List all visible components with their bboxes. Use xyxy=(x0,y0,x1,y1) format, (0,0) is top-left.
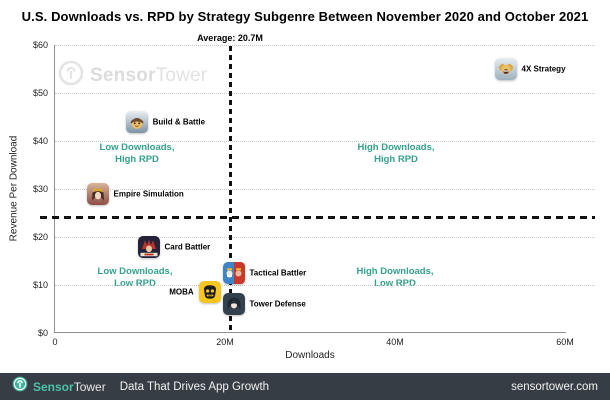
quadrant-label-high-downloads-low-rpd: High Downloads, Low RPD xyxy=(356,266,434,289)
point-label-4x-strategy: 4X Strategy xyxy=(521,64,566,74)
x-tick-label-40m: 40M xyxy=(386,337,404,347)
quadrant-label-high-downloads-high-rpd: High Downloads, High RPD xyxy=(357,142,435,165)
y-tick-label-40: $40 xyxy=(32,136,48,146)
data-point-moba: MOBA xyxy=(169,281,221,304)
x-axis-title: Downloads xyxy=(285,350,335,361)
average-downloads-label: Average: 20.7M xyxy=(197,33,263,43)
data-point-tower-defense: Tower Defense xyxy=(222,293,306,316)
chart-title: U.S. Downloads vs. RPD by Strategy Subge… xyxy=(21,9,589,24)
point-label-build-battle: Build & Battle xyxy=(152,117,206,127)
data-point-card-battler: Card Battler xyxy=(137,235,210,258)
gridline-y-20 xyxy=(55,237,595,238)
x-tick-label-60m: 60M xyxy=(556,337,574,347)
point-label-tower-defense: Tower Defense xyxy=(249,299,306,309)
sensortower-watermark: SensorTower xyxy=(58,60,207,91)
sensortower-logo-icon xyxy=(58,60,84,91)
empire-simulation-app-icon xyxy=(86,182,109,205)
point-label-card-battler: Card Battler xyxy=(164,242,211,252)
footer-brand-text: SensorTower xyxy=(33,379,106,394)
card-battler-app-icon xyxy=(137,235,160,258)
footer-tagline: Data That Drives App Growth xyxy=(119,380,270,393)
x-tick-label-20m: 20M xyxy=(216,337,234,347)
moba-app-icon xyxy=(198,281,221,304)
point-label-moba: MOBA xyxy=(169,287,194,297)
y-tick-label-0: $0 xyxy=(37,328,48,338)
gridline-y-10 xyxy=(55,285,595,286)
data-point-build-battle: Build & Battle xyxy=(125,110,205,133)
y-tick-label-50: $50 xyxy=(32,88,48,98)
tower-defense-app-icon xyxy=(222,293,245,316)
y-tick-label-60: $60 xyxy=(32,40,48,50)
footer-website: sensortower.com xyxy=(511,380,598,393)
x-tick-label-0: 0 xyxy=(52,337,58,347)
point-label-tactical-battler: Tactical Battler xyxy=(249,268,307,278)
scatter-chart: SensorTower Revenue Per Download Downloa… xyxy=(9,33,595,361)
data-point-4x-strategy: 4X Strategy xyxy=(494,58,566,80)
footer-logo: SensorTower xyxy=(12,376,106,397)
build-battle-app-icon xyxy=(125,110,148,133)
x-axis-line xyxy=(54,332,566,334)
y-tick-label-20: $20 xyxy=(32,232,48,242)
point-label-empire-simulation: Empire Simulation xyxy=(113,189,184,199)
y-tick-label-30: $30 xyxy=(32,184,48,194)
average-rpd-dashed-line xyxy=(40,216,595,220)
tactical-battler-app-icon xyxy=(222,262,245,284)
watermark-text: SensorTower xyxy=(90,64,208,86)
average-downloads-dashed-line xyxy=(229,46,233,333)
gridline-y-40 xyxy=(55,141,595,142)
sensortower-footer-logo-icon xyxy=(12,376,28,397)
gridline-y-30 xyxy=(55,189,595,190)
gridline-y-60 xyxy=(55,45,595,46)
quadrant-label-low-downloads-high-rpd: Low Downloads, High RPD xyxy=(99,142,175,165)
y-tick-label-10: $10 xyxy=(32,280,48,290)
y-axis-line xyxy=(54,45,55,333)
data-point-empire-simulation: Empire Simulation xyxy=(86,182,184,205)
gridline-y-50 xyxy=(55,93,595,94)
data-point-tactical-battler: Tactical Battler xyxy=(222,262,306,284)
footer-bar: SensorTower Data That Drives App Growth … xyxy=(0,373,610,400)
4x-strategy-app-icon xyxy=(494,58,517,80)
quadrant-label-low-downloads-low-rpd: Low Downloads, Low RPD xyxy=(97,266,173,289)
